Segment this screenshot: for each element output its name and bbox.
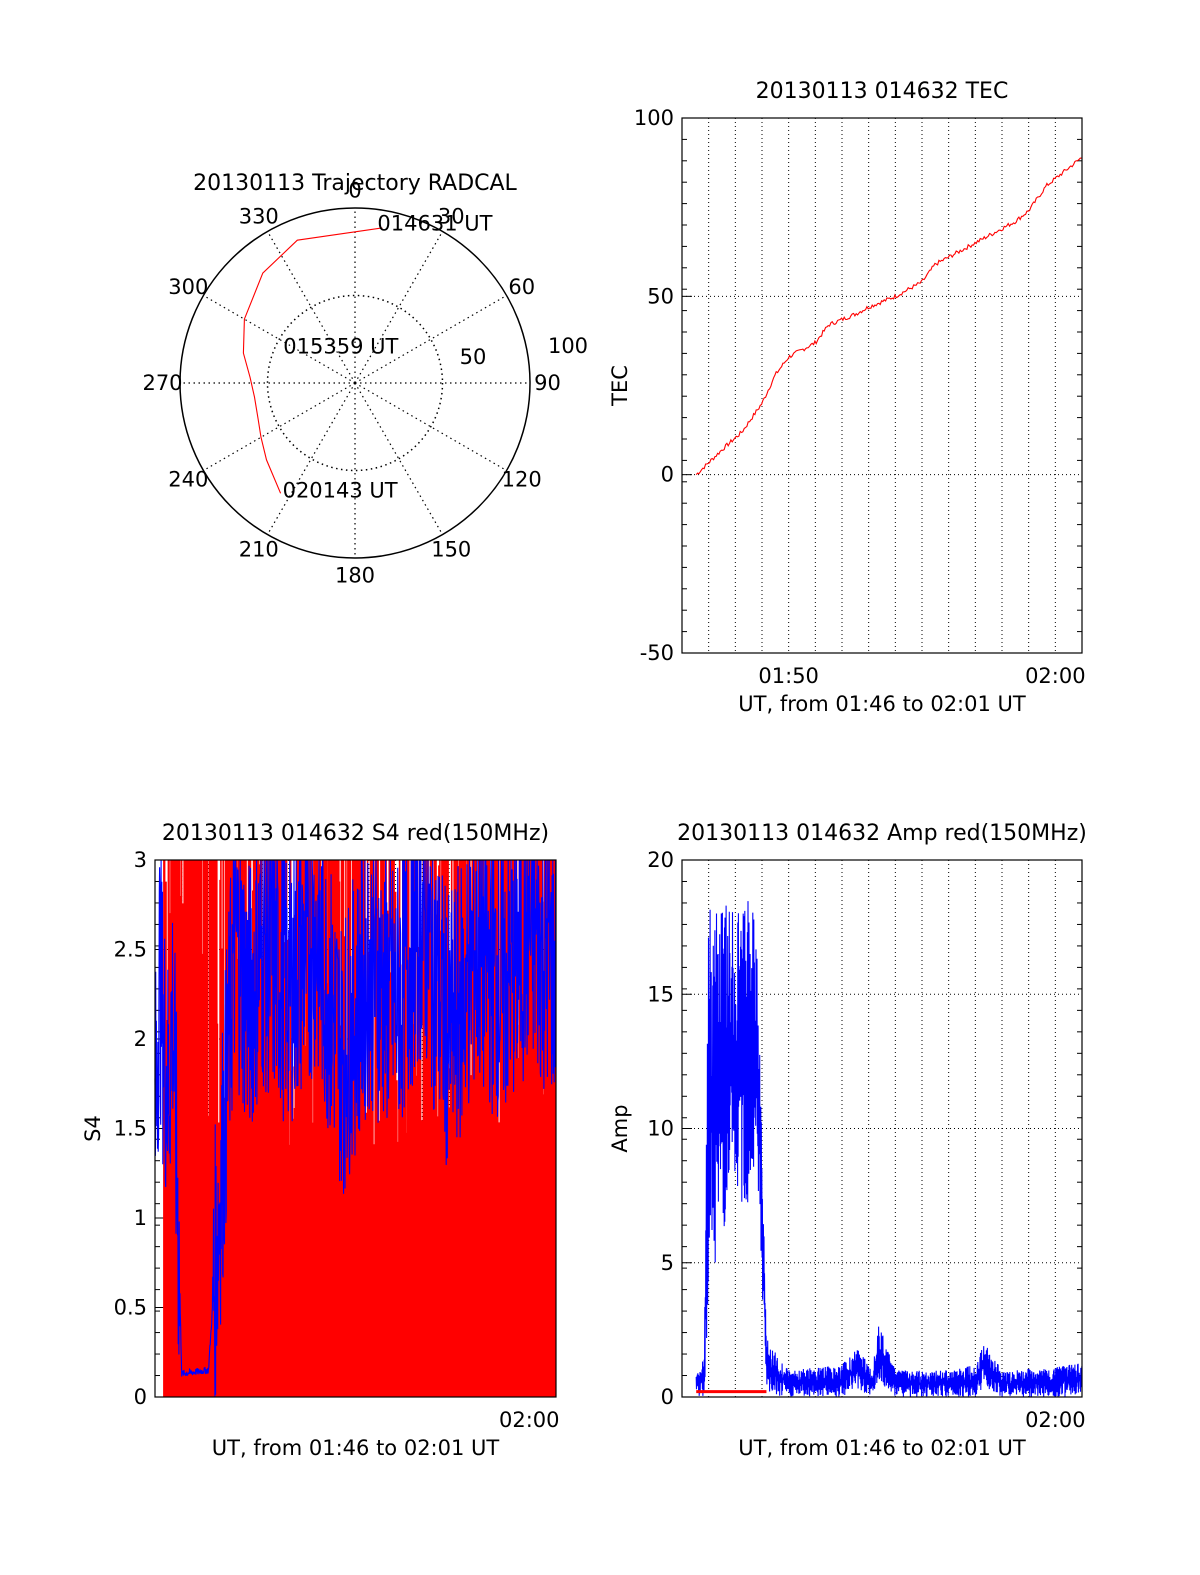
polar-spoke bbox=[354, 382, 444, 535]
amp-plot: 0 5 10 15 20 02:00 20130113 014632 Amp red(150… bbox=[608, 821, 1087, 1460]
trajectory-time-label: 020143 UT bbox=[283, 478, 398, 502]
y-tick-label: 50 bbox=[647, 284, 674, 308]
s4-red-series bbox=[163, 860, 556, 1397]
y-tick-label: 0.5 bbox=[114, 1296, 147, 1320]
y-axis-label: S4 bbox=[81, 1115, 105, 1142]
s4-plot: 0 0.5 1 1.5 2 2.5 3 02:00 20130113 014632 S4 red… bbox=[81, 821, 560, 1460]
polar-spoke bbox=[266, 382, 356, 535]
azimuth-label: 180 bbox=[335, 564, 375, 588]
y-tick-label: 10 bbox=[647, 1117, 674, 1141]
trajectory-time-label: 014631 UT bbox=[377, 212, 492, 236]
polar-spoke bbox=[354, 294, 507, 384]
chart-title: 20130113 014632 TEC bbox=[756, 79, 1009, 104]
tec-series-line bbox=[695, 157, 1082, 476]
y-tick-label: 2 bbox=[134, 1027, 147, 1051]
polar-spoke bbox=[266, 231, 356, 384]
y-tick-label: 5 bbox=[661, 1251, 674, 1275]
x-tick-label: 02:00 bbox=[499, 1408, 560, 1432]
y-tick-label: 0 bbox=[661, 463, 674, 487]
tec-plot: -50 0 50 100 01:50 02:00 20130113 014632 TEC UT… bbox=[608, 79, 1086, 716]
azimuth-label: 210 bbox=[239, 538, 279, 562]
x-axis-label: UT, from 01:46 to 02:01 UT bbox=[212, 1436, 500, 1460]
y-tick-label: 1.5 bbox=[114, 1117, 147, 1141]
s4-blue-series bbox=[154, 859, 557, 1398]
azimuth-label: 30 bbox=[438, 204, 465, 228]
polar-ring-50 bbox=[266, 294, 444, 472]
polar-outer-ring bbox=[179, 207, 531, 559]
radius-label: 100 bbox=[548, 334, 588, 358]
y-axis-label: TEC bbox=[608, 365, 632, 407]
azimuth-label: 150 bbox=[431, 538, 471, 562]
azimuth-label: 270 bbox=[142, 371, 182, 395]
radius-label: 50 bbox=[460, 345, 487, 369]
y-tick-label: 1 bbox=[134, 1206, 147, 1230]
azimuth-label: 240 bbox=[168, 467, 208, 491]
y-tick-label: 3 bbox=[134, 848, 147, 872]
azimuth-label: 90 bbox=[534, 371, 561, 395]
plot-frame bbox=[681, 859, 1083, 1398]
y-tick-label: 0 bbox=[661, 1385, 674, 1409]
azimuth-label: 60 bbox=[508, 275, 535, 299]
x-tick-label: 02:00 bbox=[1025, 1408, 1086, 1432]
plot-frame bbox=[154, 859, 557, 1398]
azimuth-label: 120 bbox=[502, 467, 542, 491]
polar-spoke bbox=[354, 382, 507, 472]
plot-frame bbox=[681, 117, 1083, 654]
azimuth-label: 330 bbox=[239, 204, 279, 228]
polar-spoke bbox=[354, 231, 444, 384]
y-tick-label: 20 bbox=[647, 848, 674, 872]
azimuth-label: 0 bbox=[348, 179, 361, 203]
y-tick-label: 0 bbox=[134, 1385, 147, 1409]
y-axis-label: Amp bbox=[608, 1104, 632, 1152]
x-axis-label: UT, from 01:46 to 02:01 UT bbox=[738, 692, 1026, 716]
x-tick-label: 02:00 bbox=[1025, 664, 1086, 688]
azimuth-label: 300 bbox=[168, 275, 208, 299]
y-tick-label: 2.5 bbox=[114, 938, 147, 962]
y-tick-label: 15 bbox=[647, 982, 674, 1006]
chart-title: 20130113 014632 Amp red(150MHz) bbox=[677, 821, 1087, 846]
polar-spoke bbox=[203, 382, 356, 472]
chart-title: 20130113 014632 S4 red(150MHz) bbox=[162, 821, 549, 846]
polar-spoke bbox=[203, 294, 356, 384]
trajectory-time-label: 015359 UT bbox=[283, 334, 398, 358]
y-tick-label: 100 bbox=[634, 106, 674, 130]
x-tick-label: 01:50 bbox=[758, 664, 819, 688]
y-tick-label: -50 bbox=[640, 641, 674, 665]
x-axis-label: UT, from 01:46 to 02:01 UT bbox=[738, 1436, 1026, 1460]
trajectory-line bbox=[242, 227, 383, 494]
amp-blue-series bbox=[695, 901, 1083, 1398]
chart-title: 20130113 Trajectory RADCAL bbox=[193, 171, 517, 196]
